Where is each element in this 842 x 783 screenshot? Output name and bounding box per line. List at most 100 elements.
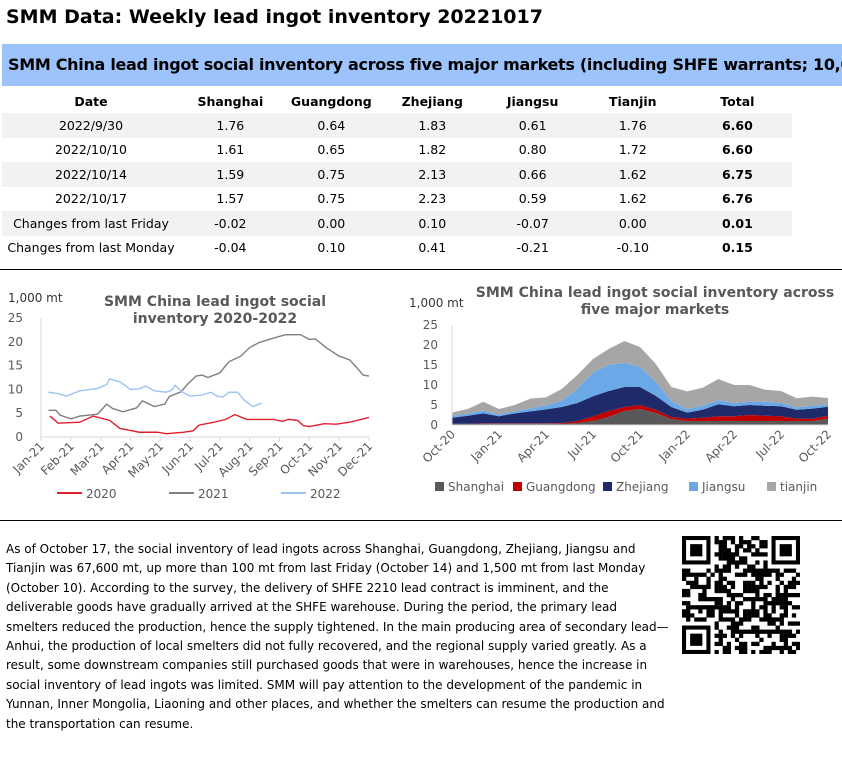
qr-module: [726, 609, 732, 614]
qr-module: [795, 592, 800, 598]
qr-module: [734, 552, 740, 557]
qr-module: [738, 560, 744, 565]
qr-module: [714, 605, 719, 610]
qr-module: [747, 564, 752, 569]
qr-module: [759, 637, 764, 642]
y-tick-label: 20: [8, 335, 23, 349]
qr-module: [759, 568, 764, 573]
qr-module: [722, 556, 727, 561]
qr-code-icon: [682, 536, 800, 654]
cell-value: 0.66: [482, 162, 583, 187]
chart-title-line: SMM China lead ingot social inventory ac…: [476, 285, 834, 301]
qr-module: [755, 548, 760, 553]
qr-module: [686, 605, 691, 610]
page-title: SMM Data: Weekly lead ingot inventory 20…: [6, 6, 543, 28]
legend-swatch-zhejiang: [603, 482, 612, 491]
qr-module: [751, 625, 756, 630]
qr-module: [747, 540, 752, 545]
column-header-tianjin: Tianjin: [608, 93, 657, 109]
qr-module: [694, 605, 699, 610]
qr-module: [718, 605, 723, 610]
qr-module: [755, 625, 760, 630]
qr-module: [718, 613, 723, 618]
qr-module: [755, 592, 760, 598]
qr-module: [706, 584, 711, 590]
legend-label: tianjin: [780, 480, 817, 494]
qr-module: [759, 617, 764, 622]
qr-module: [751, 629, 756, 634]
qr-module: [779, 613, 784, 618]
qr-module: [730, 552, 736, 557]
area-guangdong: [452, 405, 828, 424]
qr-module: [726, 560, 732, 565]
cell-value: 6.60: [682, 113, 792, 138]
qr-module: [771, 617, 776, 622]
area-zhejiang: [452, 387, 828, 424]
table-row: Changes from last Monday -0.04 0.10 0.41 -0.…: [2, 236, 792, 261]
qr-module: [714, 564, 719, 569]
qr-module: [779, 629, 784, 634]
qr-module: [747, 629, 752, 634]
qr-module: [767, 621, 772, 626]
qr-module: [734, 544, 740, 549]
qr-module: [722, 633, 727, 638]
qr-module: [726, 552, 732, 557]
qr-module: [702, 592, 707, 598]
column-header-shanghai: Shanghai: [197, 93, 264, 109]
qr-module: [759, 544, 764, 549]
qr-module: [734, 601, 740, 606]
qr-module: [783, 597, 788, 602]
qr-module: [755, 597, 760, 602]
qr-module: [751, 588, 756, 594]
qr-module: [755, 552, 760, 557]
qr-module: [702, 584, 707, 590]
cell-value: 0.75: [317, 191, 346, 207]
qr-module: [751, 536, 756, 541]
qr-module: [722, 568, 727, 573]
column-header-date: Date: [74, 93, 108, 109]
qr-module: [690, 613, 695, 618]
qr-module: [734, 572, 740, 577]
x-tick-label: Jan-22: [656, 427, 694, 465]
qr-module: [734, 548, 740, 553]
qr-module: [698, 617, 703, 622]
y-axis-unit: 1,000 mt: [409, 296, 464, 310]
qr-module: [710, 597, 715, 602]
cell-value: 0.65: [317, 142, 346, 158]
qr-module: [779, 637, 784, 642]
qr-module: [751, 597, 756, 602]
qr-module: [714, 649, 719, 654]
qr-module: [726, 536, 732, 541]
qr-module: [702, 588, 707, 594]
qr-module: [686, 613, 691, 618]
qr-module: [751, 649, 756, 654]
qr-module: [730, 597, 736, 602]
qr-module: [763, 584, 768, 590]
qr-module: [702, 617, 707, 622]
qr-module: [726, 617, 732, 622]
qr-module: [722, 609, 727, 614]
qr-module: [791, 613, 797, 618]
qr-module: [775, 576, 780, 581]
qr-module: [702, 605, 707, 610]
qr-module: [734, 625, 740, 630]
qr-finder: [690, 544, 703, 557]
chart-title-line: inventory 2020-2022: [133, 311, 297, 327]
qr-module: [686, 592, 691, 598]
qr-module: [747, 617, 752, 622]
cell-value: 0.61: [482, 113, 583, 138]
qr-module: [718, 548, 723, 553]
qr-module: [783, 641, 788, 647]
x-tick-label: Jul-22: [752, 427, 787, 462]
qr-module: [722, 536, 727, 541]
qr-module: [726, 625, 732, 630]
qr-module: [722, 649, 727, 654]
qr-module: [791, 584, 797, 590]
qr-module: [787, 601, 793, 606]
qr-module: [698, 584, 703, 590]
qr-module: [738, 544, 744, 549]
qr-module: [763, 609, 768, 614]
cell-value: 0.15: [721, 240, 753, 256]
qr-module: [694, 572, 699, 577]
qr-module: [698, 572, 703, 577]
